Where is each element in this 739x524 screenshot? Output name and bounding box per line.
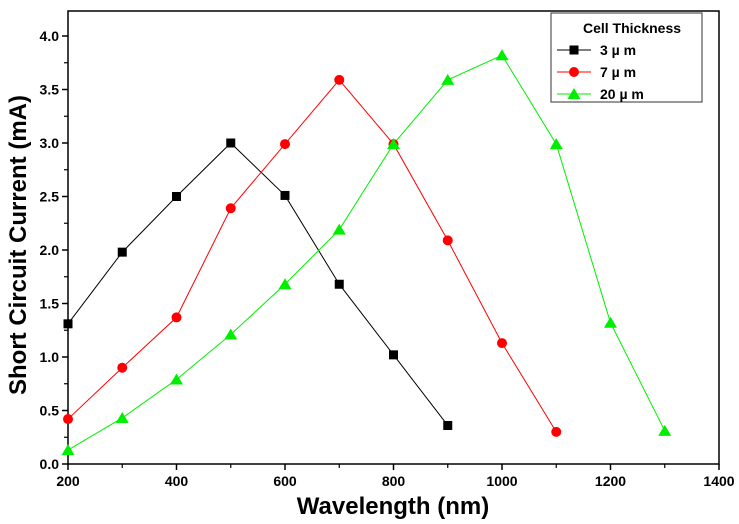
data-point — [443, 420, 453, 430]
legend-label: 20 µ m — [600, 86, 644, 102]
legend-marker — [569, 45, 579, 55]
y-tick-label: 3.0 — [40, 135, 60, 151]
data-point — [61, 444, 75, 456]
y-tick-label: 0.0 — [40, 456, 60, 472]
data-point — [117, 362, 128, 373]
y-tick-label: 2.0 — [40, 242, 60, 258]
data-point — [172, 192, 181, 201]
legend-label: 3 µ m — [600, 42, 636, 58]
series-line-0 — [67, 142, 449, 426]
x-tick-label: 800 — [382, 473, 406, 489]
data-point — [225, 203, 236, 214]
x-tick-label: 1200 — [595, 473, 626, 489]
data-point — [389, 350, 398, 360]
y-tick-label: 0.5 — [40, 403, 60, 419]
series-line-2 — [67, 54, 666, 451]
data-point — [63, 414, 73, 425]
legend-title: Cell Thickness — [583, 20, 681, 36]
x-axis: 200 400 600 800 1000 1200 1400 — [56, 464, 735, 489]
data-point — [334, 74, 345, 85]
y-tick-label: 3.5 — [40, 82, 60, 98]
data-point — [334, 279, 344, 289]
data-point — [280, 139, 290, 150]
data-point — [171, 312, 182, 323]
series-line-1 — [67, 79, 557, 433]
data-point — [170, 373, 183, 385]
data-point — [495, 49, 509, 61]
x-tick-label: 400 — [165, 473, 189, 489]
legend-marker — [569, 67, 579, 77]
data-point — [278, 278, 292, 290]
y-tick-label: 1.0 — [40, 349, 60, 365]
legend-marker — [567, 88, 581, 99]
data-point — [332, 223, 346, 235]
x-tick-label: 1400 — [703, 473, 734, 489]
y-tick-label: 2.5 — [40, 189, 60, 205]
data-point — [115, 411, 129, 423]
data-point — [117, 247, 127, 257]
series-markers — [61, 49, 672, 456]
data-point — [442, 235, 453, 246]
data-point — [441, 73, 455, 85]
y-tick-label: 1.5 — [40, 296, 60, 312]
legend-box — [550, 12, 703, 103]
x-axis-title: Wavelength (nm) — [297, 493, 489, 520]
data-point — [63, 319, 73, 329]
data-point — [551, 426, 562, 437]
x-tick-label: 200 — [56, 473, 80, 489]
x-tick-label: 600 — [273, 473, 297, 489]
y-tick-label: 4.0 — [40, 28, 60, 44]
x-tick-label: 1000 — [486, 473, 517, 489]
legend-label: 7 µ m — [600, 64, 636, 80]
y-axis: 0.0 0.5 1.0 1.5 2.0 2.5 3.0 3.5 4.0 — [40, 28, 68, 472]
data-point — [226, 138, 236, 148]
data-point — [280, 190, 290, 200]
data-point — [549, 138, 563, 150]
y-axis-title: Short Circuit Current (mA) — [5, 95, 32, 395]
data-point — [497, 338, 507, 349]
legend: Cell Thickness 3 µ m 7 µ m 20 µ m — [550, 12, 703, 103]
data-point — [387, 138, 400, 150]
data-point — [658, 424, 672, 436]
series-lines — [67, 54, 666, 451]
data-point — [224, 328, 238, 340]
data-point — [604, 316, 617, 328]
